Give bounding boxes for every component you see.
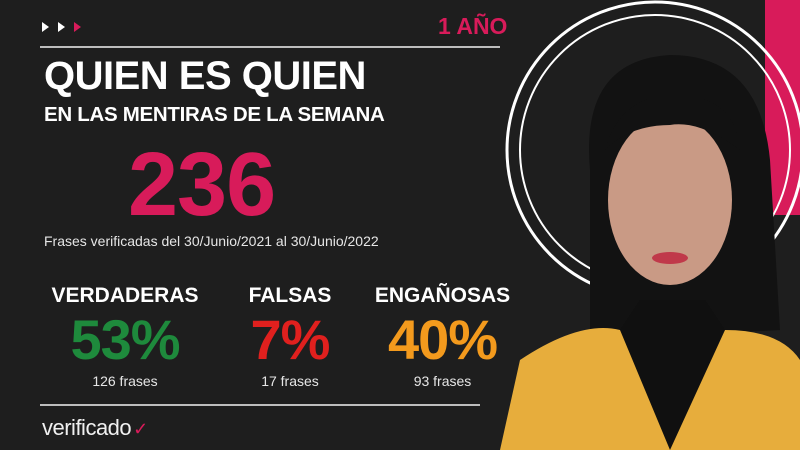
arrow-icon <box>42 22 49 32</box>
bangs-shape <box>605 95 740 150</box>
page-subtitle: EN LAS MENTIRAS DE LA SEMANA <box>44 103 385 126</box>
arrow-icon <box>74 22 81 32</box>
total-caption: Frases verificadas del 30/Junio/2021 al … <box>44 233 379 249</box>
stat-percent: 40% <box>387 308 498 371</box>
top-divider <box>40 46 500 48</box>
bottom-divider <box>40 404 480 406</box>
lips-shape <box>652 252 688 264</box>
stat-count: 93 frases <box>413 373 472 389</box>
logo-text: verificado <box>42 415 132 440</box>
stat-count: 126 frases <box>92 373 158 389</box>
verificado-logo: verificado ✓ <box>42 415 148 440</box>
top-shape <box>620 300 725 450</box>
total-count: 236 <box>128 135 276 235</box>
page-title: QUIEN ES QUIEN <box>44 54 366 98</box>
stat-label: ENGAÑOSAS <box>374 284 511 307</box>
stat-count: 17 frases <box>261 373 319 389</box>
stat-label: FALSAS <box>248 284 332 307</box>
stat-label: VERDADERAS <box>51 284 199 307</box>
check-icon: ✓ <box>133 419 148 439</box>
year-badge: 1 AÑO <box>438 13 508 39</box>
face-shape <box>608 115 732 285</box>
portrait-photo <box>500 0 800 450</box>
stat-percent: 7% <box>250 308 331 371</box>
arrow-icon <box>58 22 65 32</box>
stat-percent: 53% <box>70 308 180 371</box>
